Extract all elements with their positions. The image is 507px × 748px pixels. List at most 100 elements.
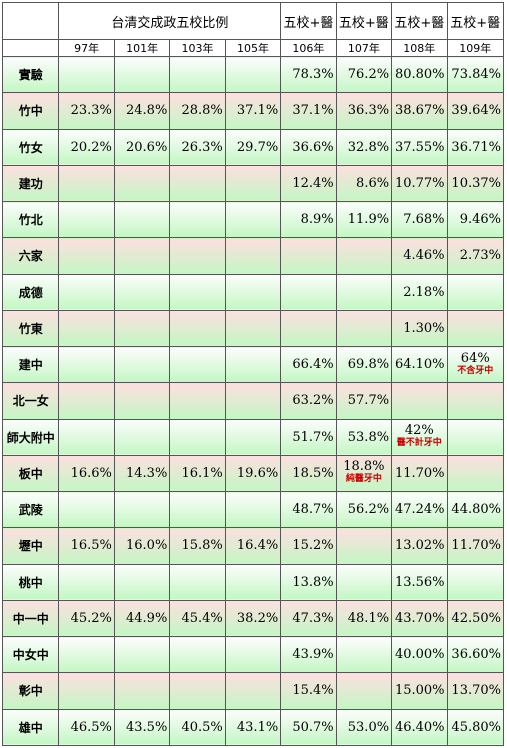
value-cell: 50.7% <box>280 708 337 746</box>
value-cell <box>169 273 226 311</box>
value-cell: 10.77% <box>391 164 448 203</box>
value-cell <box>224 200 282 239</box>
table-row: 雄中 46.5% 43.5% 40.5% 43.1% 50.7% 53.0% 46.40% 45… <box>1 708 505 746</box>
corner-cell <box>1 2 60 40</box>
value-cell: 13.70% <box>446 672 505 710</box>
value-cell: 44.9% <box>113 599 171 638</box>
value-cell <box>224 309 282 348</box>
value-cell <box>224 164 282 203</box>
value-cell <box>446 418 505 456</box>
school-name: 中女中 <box>1 635 60 674</box>
header-row-years: 97年 101年 103年 105年 106年 107年 108年 109年 <box>1 39 505 57</box>
school-name: 成德 <box>1 273 60 311</box>
table-row: 中一中 45.2% 44.9% 45.4% 38.2% 47.3% 48.1% 43.70% 4… <box>1 599 505 638</box>
value-cell <box>113 382 171 420</box>
value-cell: 7.68% <box>391 200 448 239</box>
value-cell: 18.5% <box>280 454 337 493</box>
value-cell: 56.2% <box>335 490 393 529</box>
value-cell: 13.02% <box>391 527 448 565</box>
col-title-107: 五校+醫 <box>335 2 393 40</box>
value-cell: 38.67% <box>391 92 448 130</box>
value-cell <box>58 55 115 94</box>
value-cell <box>169 164 226 203</box>
value-cell <box>280 309 337 348</box>
value-cell <box>169 382 226 420</box>
value-cell <box>58 382 115 420</box>
value-cell: 47.24% <box>391 490 448 529</box>
year-105: 105年 <box>224 39 282 57</box>
value-cell <box>169 418 226 456</box>
value-cell: 46.5% <box>58 708 115 746</box>
value-cell <box>446 273 505 311</box>
school-name: 竹東 <box>1 309 60 348</box>
value-cell: 16.0% <box>113 527 171 565</box>
year-107: 107年 <box>335 39 393 57</box>
value-cell: 64.10% <box>391 345 448 384</box>
value-cell <box>224 635 282 674</box>
school-name: 建中 <box>1 345 60 384</box>
value-cell: 66.4% <box>280 345 337 384</box>
school-name: 竹女 <box>1 128 60 166</box>
value-cell: 10.37% <box>446 164 505 203</box>
value-cell: 76.2% <box>335 55 393 94</box>
value-cell <box>113 563 171 601</box>
col-title-108: 五校+醫 <box>391 2 448 40</box>
value-cell: 32.8% <box>335 128 393 166</box>
year-103: 103年 <box>169 39 226 57</box>
value-cell: 20.2% <box>58 128 115 166</box>
value-cell <box>335 527 393 565</box>
table-row: 桃中 13.8% 13.56% <box>1 563 505 601</box>
value-cell: 19.6% <box>224 454 282 493</box>
year-101: 101年 <box>113 39 171 57</box>
value-cell <box>169 200 226 239</box>
value-cell: 53.0% <box>335 708 393 746</box>
value-cell: 45.80% <box>446 708 505 746</box>
value-cell <box>280 273 337 311</box>
school-name: 板中 <box>1 454 60 493</box>
value-cell: 42.50% <box>446 599 505 638</box>
value-cell: 43.1% <box>224 708 282 746</box>
value-cell: 37.1% <box>280 92 337 130</box>
table-row: 竹中 23.3% 24.8% 28.8% 37.1% 37.1% 36.3% 38.67% 39… <box>1 92 505 130</box>
school-name: 實驗 <box>1 55 60 94</box>
value-cell: 13.8% <box>280 563 337 601</box>
value-cell <box>58 164 115 203</box>
value-cell <box>58 563 115 601</box>
value-cell: 39.64% <box>446 92 505 130</box>
value-cell: 43.70% <box>391 599 448 638</box>
value-cell: 15.2% <box>280 527 337 565</box>
table-row: 北一女 63.2% 57.7% <box>1 382 505 420</box>
col-title-109: 五校+醫 <box>446 2 505 40</box>
value-cell <box>446 454 505 493</box>
header-row-titles: 台清交成政五校比例 五校+醫 五校+醫 五校+醫 五校+醫 <box>1 2 505 40</box>
value-cell: 16.4% <box>224 527 282 565</box>
value-cell <box>169 345 226 384</box>
table-body: 實驗 78.3% 76.2% 80.80% 73.84% 竹中 23.3% 24.8% 28.8… <box>1 55 505 746</box>
value-cell: 1.30% <box>391 309 448 348</box>
value-cell: 2.18% <box>391 273 448 311</box>
value-cell: 8.6% <box>335 164 393 203</box>
value-cell <box>224 55 282 94</box>
year-97: 97年 <box>58 39 115 57</box>
value-cell <box>335 309 393 348</box>
table-row: 板中 16.6% 14.3% 16.1% 19.6% 18.5% 18.8% 純醫牙中 11.7… <box>1 454 505 493</box>
value-cell: 37.55% <box>391 128 448 166</box>
table-row: 建功 12.4% 8.6% 10.77% 10.37% <box>1 164 505 203</box>
value-cell: 8.9% <box>280 200 337 239</box>
school-header-blank <box>1 39 60 57</box>
value-note: 純醫牙中 <box>345 474 382 485</box>
value-cell <box>58 237 115 275</box>
value-cell: 36.71% <box>446 128 505 166</box>
value-cell <box>169 309 226 348</box>
value-cell <box>58 672 115 710</box>
value-cell <box>224 273 282 311</box>
value-cell <box>113 418 171 456</box>
value-cell <box>58 490 115 529</box>
value-cell <box>391 382 448 420</box>
value-cell <box>113 200 171 239</box>
value-cell: 40.00% <box>391 635 448 674</box>
value-cell <box>446 382 505 420</box>
table-row: 竹北 8.9% 11.9% 7.68% 9.46% <box>1 200 505 239</box>
value-cell <box>335 563 393 601</box>
value-cell: 16.1% <box>169 454 226 493</box>
